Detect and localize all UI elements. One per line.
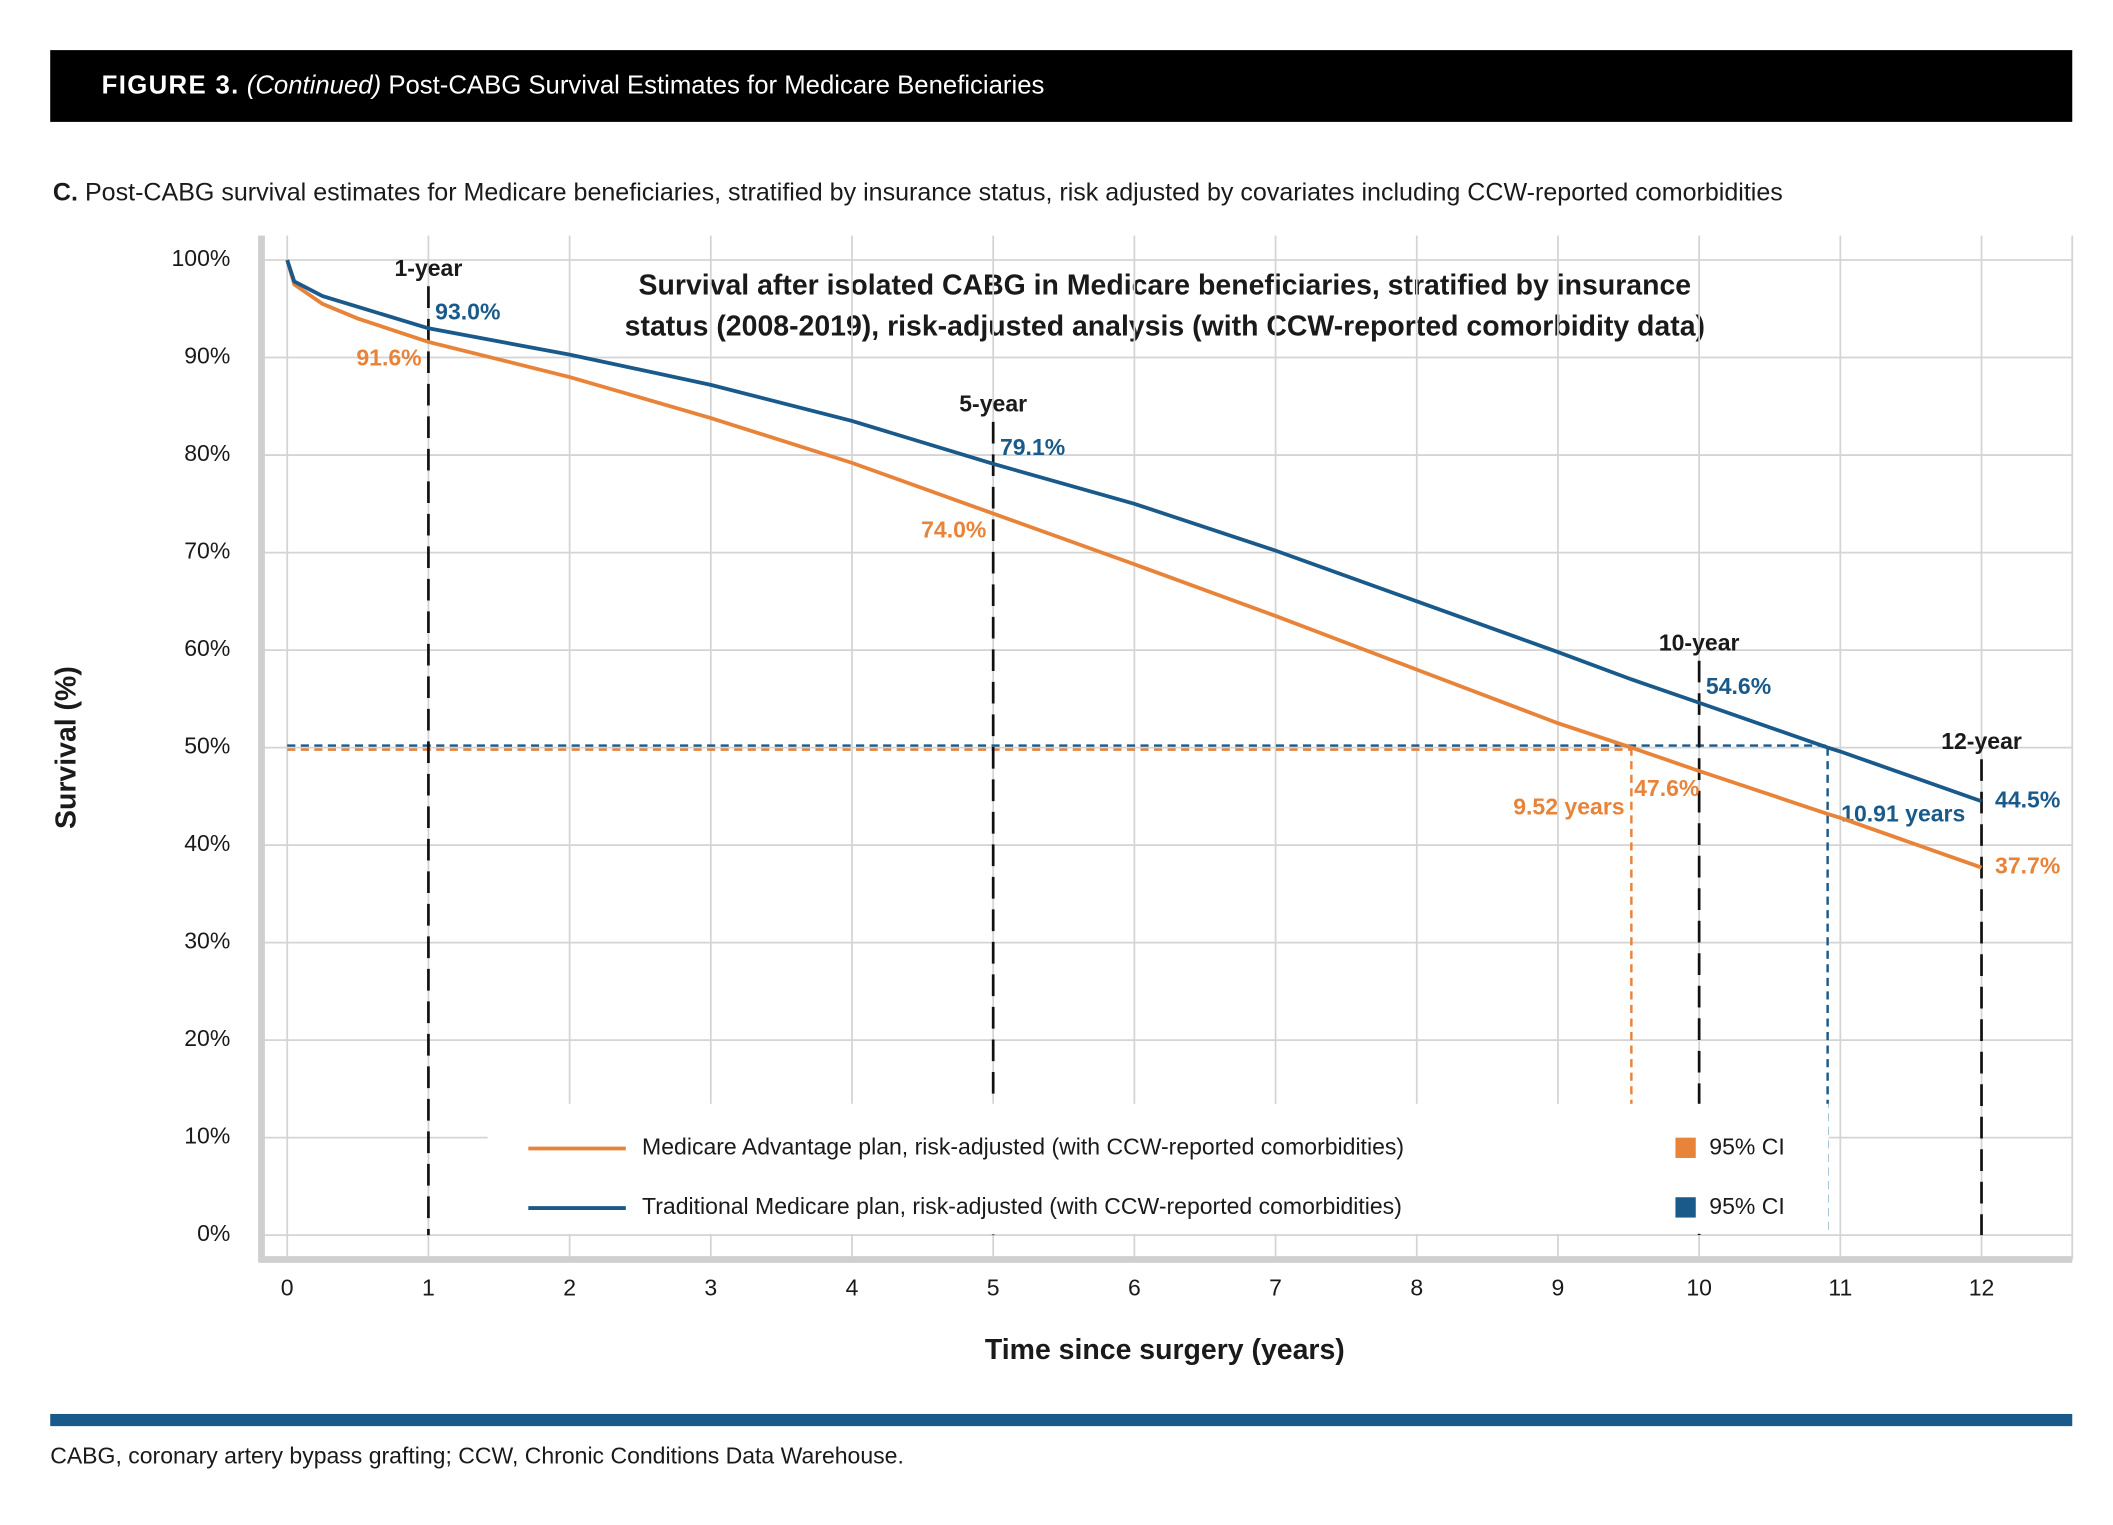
y-axis-label: Survival (%) bbox=[50, 666, 82, 829]
legend-box bbox=[487, 1103, 1829, 1234]
ci-label: 95% CI bbox=[1709, 1193, 1784, 1219]
milestone-label: 10-year bbox=[1659, 630, 1740, 656]
median-label: 9.52 years bbox=[1513, 794, 1624, 820]
value-label: 47.6% bbox=[1634, 775, 1699, 801]
y-tick-label: 20% bbox=[184, 1025, 230, 1051]
y-tick-label: 10% bbox=[184, 1123, 230, 1149]
value-label: 91.6% bbox=[356, 345, 421, 371]
value-label: 93.0% bbox=[435, 298, 500, 324]
milestone-label: 1-year bbox=[395, 255, 463, 281]
header-title: Post-CABG Survival Estimates for Medicar… bbox=[388, 71, 1044, 99]
y-tick-label: 90% bbox=[184, 343, 230, 369]
x-tick-label: 12 bbox=[1969, 1274, 1995, 1300]
header-bar bbox=[50, 50, 2073, 122]
x-tick-label: 7 bbox=[1269, 1274, 1282, 1300]
legend-label: Traditional Medicare plan, risk-adjusted… bbox=[642, 1193, 1402, 1219]
milestone-label: 5-year bbox=[959, 391, 1027, 417]
panel-caption: C. Post-CABG survival estimates for Medi… bbox=[53, 178, 1783, 206]
y-tick-label: 40% bbox=[184, 830, 230, 856]
footnote: CABG, coronary artery bypass grafting; C… bbox=[50, 1442, 904, 1468]
x-tick-label: 9 bbox=[1552, 1274, 1565, 1300]
milestone-label: 12-year bbox=[1941, 728, 2022, 754]
y-tick-label: 70% bbox=[184, 538, 230, 564]
x-tick-label: 8 bbox=[1410, 1274, 1423, 1300]
x-tick-label: 3 bbox=[704, 1274, 717, 1300]
survival-line bbox=[285, 259, 1983, 870]
header: FIGURE 3. (Continued) Post-CABG Survival… bbox=[102, 71, 1045, 99]
x-tick-label: 4 bbox=[846, 1274, 859, 1300]
x-tick-label: 2 bbox=[563, 1274, 576, 1300]
x-tick-label: 0 bbox=[281, 1274, 294, 1300]
x-tick-label: 1 bbox=[422, 1274, 435, 1300]
footer-rule bbox=[50, 1413, 2073, 1427]
survival-line bbox=[285, 259, 1983, 804]
ci-swatch bbox=[1675, 1197, 1696, 1218]
value-label: 37.7% bbox=[1995, 853, 2060, 879]
x-axis-label: Time since surgery (years) bbox=[985, 1334, 1345, 1366]
x-tick-label: 10 bbox=[1686, 1274, 1712, 1300]
figure-number: FIGURE 3. bbox=[102, 71, 240, 99]
x-tick-label: 11 bbox=[1828, 1274, 1852, 1300]
legend-label: Medicare Advantage plan, risk-adjusted (… bbox=[642, 1134, 1404, 1160]
continued: (Continued) bbox=[247, 71, 381, 99]
ci-label: 95% CI bbox=[1709, 1134, 1784, 1160]
median-label: 10.91 years bbox=[1841, 800, 1965, 826]
x-tick-label: 6 bbox=[1128, 1274, 1141, 1300]
chart-title: status (2008-2019), risk-adjusted analys… bbox=[625, 310, 1705, 342]
y-tick-label: 60% bbox=[184, 635, 230, 661]
y-tick-label: 0% bbox=[197, 1220, 230, 1246]
y-tick-label: 80% bbox=[184, 440, 230, 466]
y-tick-label: 30% bbox=[184, 928, 230, 954]
x-tick-label: 5 bbox=[987, 1274, 1000, 1300]
ci-swatch bbox=[1675, 1137, 1696, 1158]
value-label: 74.0% bbox=[921, 516, 986, 542]
value-label: 44.5% bbox=[1995, 786, 2060, 812]
y-tick-label: 50% bbox=[184, 733, 230, 759]
chart-title: Survival after isolated CABG in Medicare… bbox=[639, 270, 1692, 302]
value-label: 79.1% bbox=[1000, 434, 1065, 460]
value-label: 54.6% bbox=[1706, 673, 1771, 699]
panel-letter: C. bbox=[53, 178, 78, 206]
y-tick-label: 100% bbox=[171, 245, 230, 271]
caption: Post-CABG survival estimates for Medicar… bbox=[85, 178, 1783, 206]
